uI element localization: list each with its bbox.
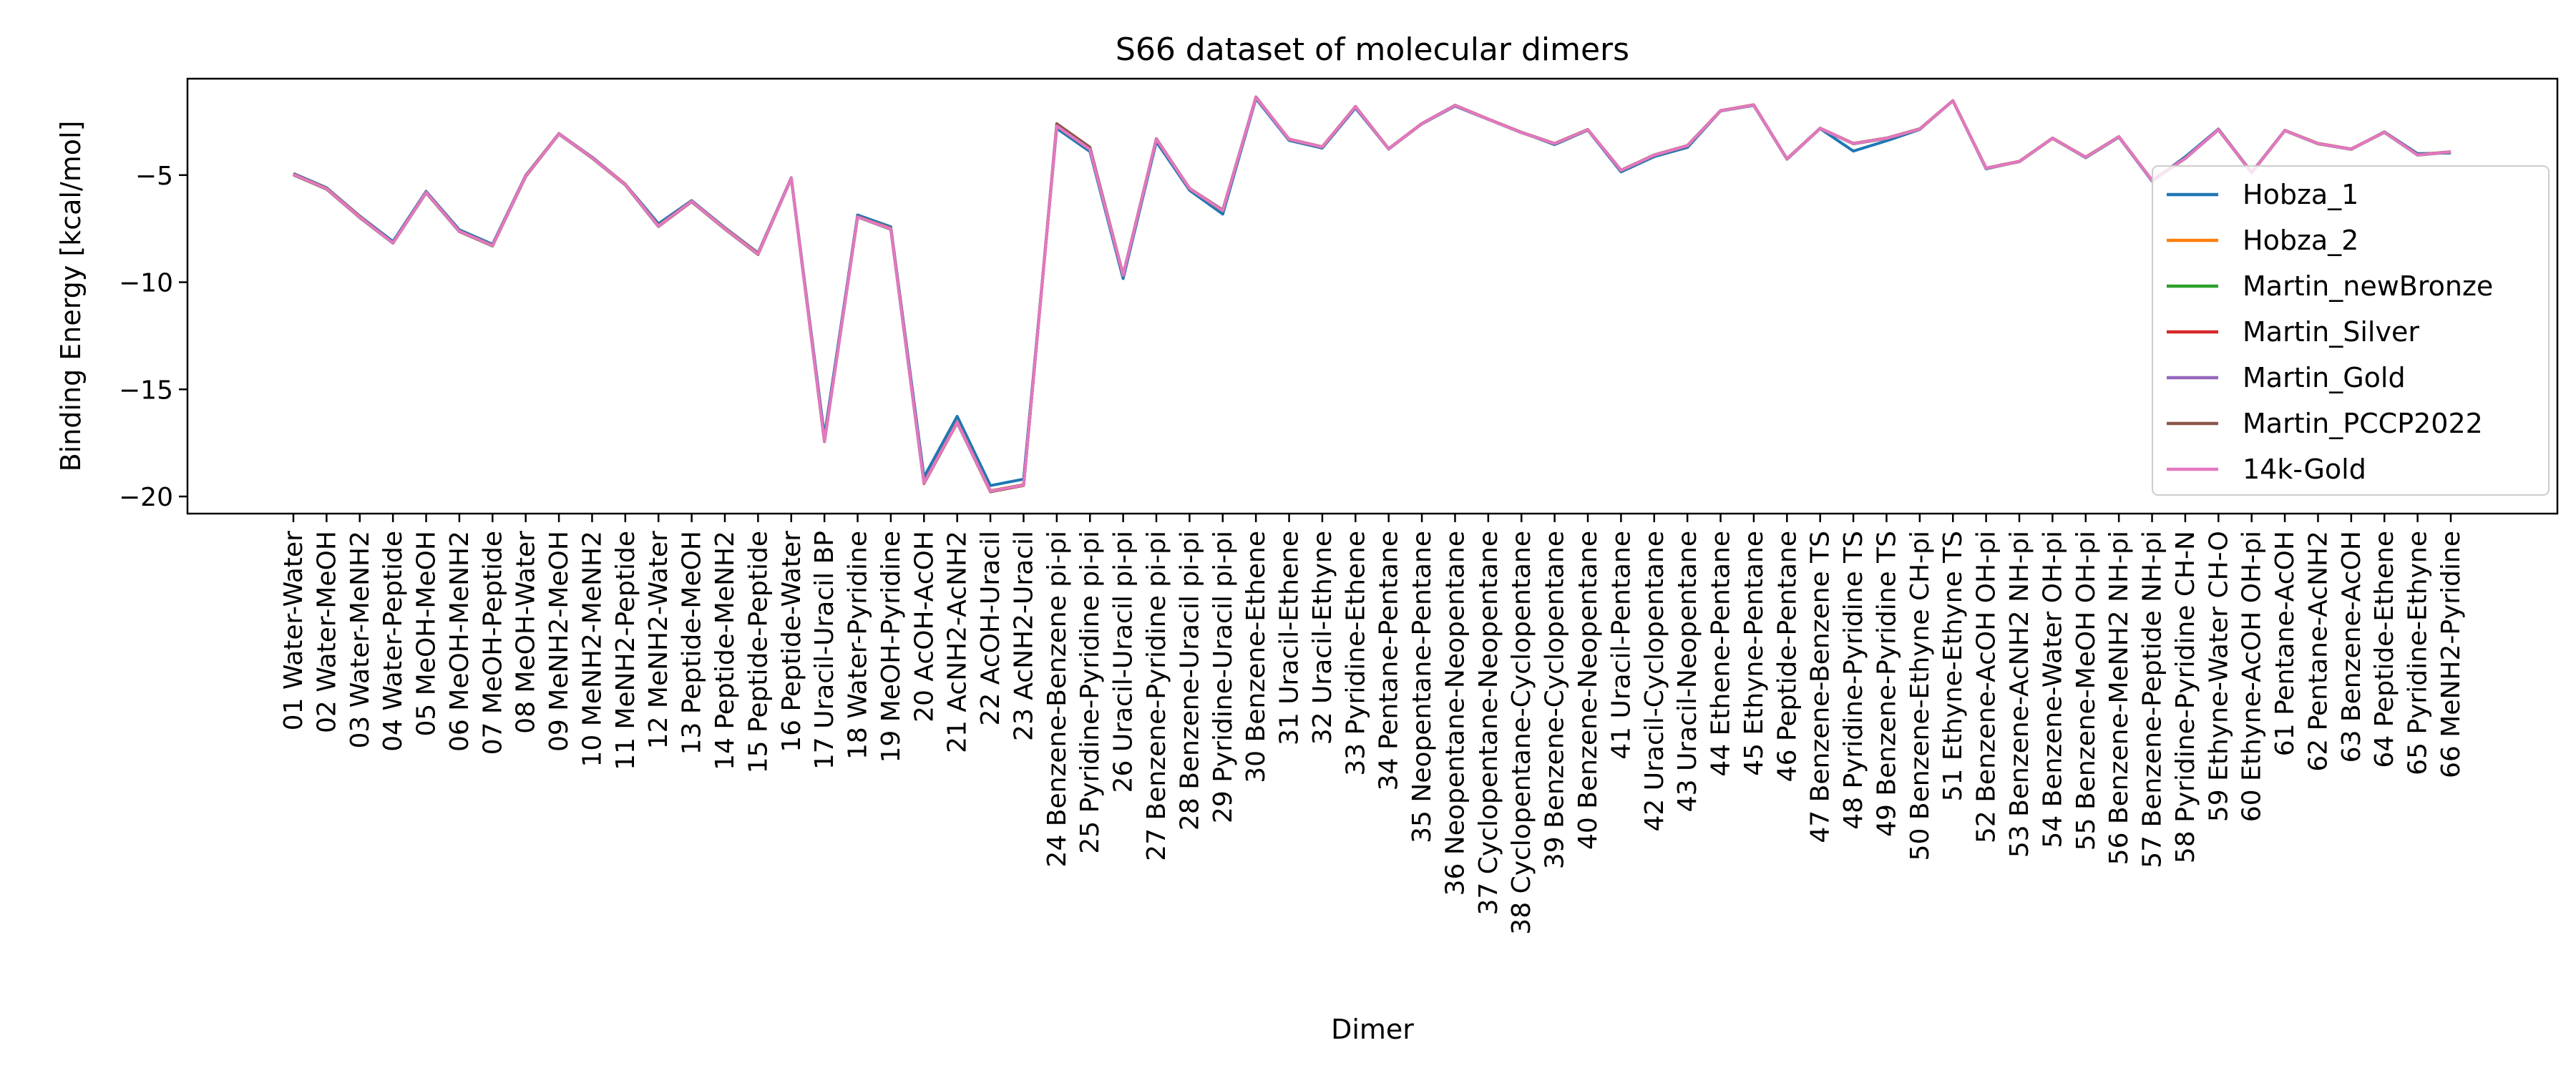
x-tick-label: 64 Peptide-Ethene [2370, 531, 2399, 768]
chart-title: S66 dataset of molecular dimers [1116, 31, 1629, 68]
x-tick-label: 47 Benzene-Benzene TS [1806, 531, 1835, 843]
x-axis: 01 Water-Water 02 Water-MeOH 03 Water-MeNH… [279, 514, 2466, 935]
x-tick-label: 59 Ethyne-Water CH-O [2204, 531, 2233, 822]
x-tick-label: 36 Neopentane-Neopentane [1440, 531, 1470, 896]
plot-area [293, 95, 2451, 494]
x-tick-label: 46 Peptide-Pentane [1772, 531, 1802, 782]
x-tick-label: 37 Cyclopentane-Neopentane [1474, 531, 1503, 916]
x-tick-label: 29 Pyridine-Uracil pi-pi [1209, 531, 1238, 823]
y-tick-label: −10 [119, 269, 173, 298]
y-axis: −5 −10 −15 −20 [119, 162, 187, 512]
x-tick-label: 24 Benzene-Benzene pi-pi [1043, 531, 1072, 867]
x-tick-label: 60 Ethyne-AcOH OH-pi [2238, 531, 2267, 822]
x-tick-label: 19 MeOH-Pyridine [877, 531, 906, 763]
x-tick-label: 62 Pentane-AcNH2 [2303, 531, 2333, 772]
x-tick-label: 17 Uracil-Uracil BP [810, 531, 839, 770]
x-tick-label: 01 Water-Water [279, 531, 308, 731]
x-tick-label: 55 Benzene-MeOH OH-pi [2072, 531, 2101, 851]
legend-label: Martin_PCCP2022 [2243, 408, 2483, 439]
x-tick-label: 07 MeOH-Peptide [478, 531, 507, 755]
x-tick-label: 48 Pyridine-Pyridine TS [1839, 531, 1868, 830]
x-tick-label: 28 Benzene-Uracil pi-pi [1175, 531, 1204, 831]
x-tick-label: 09 MeNH2-MeOH [545, 531, 574, 752]
x-axis-label: Dimer [1331, 1014, 1414, 1045]
x-tick-label: 15 Peptide-Peptide [743, 531, 773, 773]
series-line-14k-gold [293, 96, 2451, 493]
x-tick-label: 04 Water-Peptide [379, 531, 408, 752]
x-tick-label: 40 Benzene-Neopentane [1574, 531, 1603, 850]
legend-label: Hobza_1 [2243, 179, 2358, 210]
axes-frame [186, 77, 2559, 515]
legend-label: 14k-Gold [2243, 454, 2366, 485]
legend-label: Hobza_2 [2243, 225, 2358, 256]
x-tick-label: 25 Pyridine-Pyridine pi-pi [1075, 531, 1105, 854]
x-tick-label: 18 Water-Pyridine [844, 531, 873, 760]
x-tick-label: 39 Benzene-Cyclopentane [1541, 531, 1570, 869]
x-tick-label: 66 MeNH2-Pyridine [2436, 531, 2466, 778]
x-tick-label: 41 Uracil-Pentane [1606, 531, 1636, 760]
x-tick-label: 13 Peptide-MeOH [678, 531, 707, 755]
x-tick-label: 38 Cyclopentane-Cyclopentane [1507, 531, 1536, 935]
x-tick-label: 08 MeOH-Water [512, 531, 541, 734]
x-tick-label: 58 Pyridine-Pyridine CH-N [2171, 531, 2200, 863]
x-tick-label: 30 Benzene-Ethene [1241, 531, 1271, 783]
x-tick-label: 42 Uracil-Cyclopentane [1640, 531, 1669, 831]
x-tick-label: 53 Benzene-AcNH2 NH-pi [2005, 531, 2034, 858]
x-tick-label: 49 Benzene-Pyridine TS [1872, 531, 1901, 837]
x-tick-label: 56 Benzene-MeNH2 NH-pi [2104, 531, 2134, 865]
legend: Hobza_1 Hobza_2 Martin_newBronze Martin_Sil… [2152, 165, 2550, 496]
y-tick-label: −15 [119, 376, 173, 405]
x-tick-label: 31 Uracil-Ethene [1275, 531, 1304, 745]
legend-label: Martin_Silver [2243, 316, 2419, 348]
x-tick-label: 63 Benzene-AcOH [2337, 531, 2366, 763]
x-tick-label: 11 MeNH2-Peptide [611, 531, 640, 770]
x-tick-label: 22 AcOH-Uracil [976, 531, 1005, 725]
x-tick-label: 14 Peptide-MeNH2 [711, 531, 740, 770]
y-tick-label: −5 [135, 162, 173, 191]
x-tick-label: 57 Benzene-Peptide NH-pi [2138, 531, 2167, 868]
x-tick-label: 61 Pentane-AcOH [2270, 531, 2300, 756]
x-tick-label: 27 Benzene-Pyridine pi-pi [1142, 531, 1171, 861]
x-tick-label: 35 Neopentane-Pentane [1407, 531, 1437, 843]
legend-label: Martin_newBronze [2243, 270, 2493, 302]
x-tick-label: 21 AcNH2-AcNH2 [943, 531, 972, 753]
x-tick-label: 03 Water-MeNH2 [346, 531, 375, 748]
x-tick-label: 52 Benzene-AcOH OH-pi [1972, 531, 2001, 843]
x-tick-label: 10 MeNH2-MeNH2 [577, 531, 607, 767]
x-tick-label: 16 Peptide-Water [777, 531, 806, 753]
x-tick-label: 45 Ethyne-Pentane [1740, 531, 1769, 776]
x-tick-label: 44 Ethene-Pentane [1707, 531, 1736, 777]
x-tick-label: 05 MeOH-MeOH [412, 531, 441, 736]
y-axis-label: Binding Energy [kcal/mol] [55, 121, 87, 472]
x-tick-label: 06 MeOH-MeNH2 [445, 531, 474, 752]
legend-label: Martin_Gold [2243, 362, 2406, 393]
x-tick-label: 50 Benzene-Ethyne CH-pi [1906, 531, 1935, 861]
x-tick-label: 51 Ethyne-Ethyne TS [1938, 531, 1968, 801]
x-tick-label: 43 Uracil-Neopentane [1673, 531, 1702, 812]
legend-box [2152, 165, 2550, 496]
x-tick-label: 33 Pyridine-Ethene [1341, 531, 1370, 776]
x-tick-label: 20 AcOH-AcOH [909, 531, 939, 722]
x-tick-label: 12 MeNH2-Water [644, 531, 673, 750]
y-tick-label: −20 [119, 483, 173, 512]
x-tick-label: 54 Benzene-Water OH-pi [2038, 531, 2067, 848]
x-tick-label: 65 Pyridine-Ethyne [2404, 531, 2433, 775]
x-tick-label: 32 Uracil-Ethyne [1308, 531, 1337, 745]
x-tick-label: 23 AcNH2-Uracil [1009, 531, 1038, 741]
x-tick-label: 26 Uracil-Uracil pi-pi [1109, 531, 1138, 793]
x-tick-label: 02 Water-MeOH [312, 531, 341, 733]
x-tick-label: 34 Pentane-Pentane [1375, 531, 1404, 790]
